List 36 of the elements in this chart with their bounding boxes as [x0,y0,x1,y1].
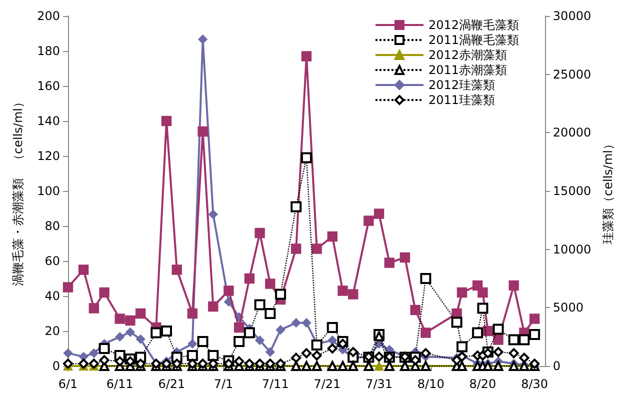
y-tick-label: 120 [37,149,60,163]
legend-label: 2011珪藻類 [428,93,496,107]
x-tick-label: 6/11 [106,377,134,391]
x-tick-label: 8/20 [469,377,496,391]
y-tick-label: 160 [37,79,60,93]
y2-tick-label: 10000 [552,242,592,256]
y2-tick-label: 20000 [552,126,592,140]
x-tick-label: 7/11 [262,377,289,391]
y-axis-title: 渦鞭毛藻・赤潮藻類 （cells/ml） [11,96,25,286]
x-tick-label: 6/1 [58,377,78,391]
x-tick-label: 8/10 [417,377,444,391]
x-tick-label: 7/1 [214,377,234,391]
y-tick-label: 40 [44,289,60,303]
y2-axis-title: 珪藻類（cells/ml） [601,138,615,244]
y-tick-label: 200 [37,9,60,23]
y-tick-label: 80 [44,219,60,233]
y2-tick-label: 25000 [552,67,592,82]
x-tick-label: 7/21 [314,377,341,391]
y2-tick-label: 0 [552,359,561,373]
x-tick-label: 7/31 [366,377,393,391]
x-tick-label: 8/30 [521,377,548,391]
legend-label: 2012赤潮藻類 [428,48,508,62]
y2-tick-label: 15000 [552,184,592,198]
y2-tick-label: 5000 [552,300,584,315]
y2-tick-label: 30000 [552,9,592,23]
y-tick-label: 180 [37,44,60,58]
legend-label: 2011渦鞭毛藻類 [428,33,520,47]
x-tick-label: 6/21 [158,377,186,391]
legend-label: 2011赤潮藻類 [428,63,508,77]
y-tick-label: 20 [44,324,60,338]
legend-label: 2012渦鞭毛藻類 [428,18,520,32]
legend-label: 2012珪藻類 [428,78,496,92]
y-tick-label: 100 [37,184,60,198]
y-tick-label: 140 [37,114,60,128]
y-tick-label: 60 [44,254,60,268]
y-tick-label: 0 [52,359,60,373]
